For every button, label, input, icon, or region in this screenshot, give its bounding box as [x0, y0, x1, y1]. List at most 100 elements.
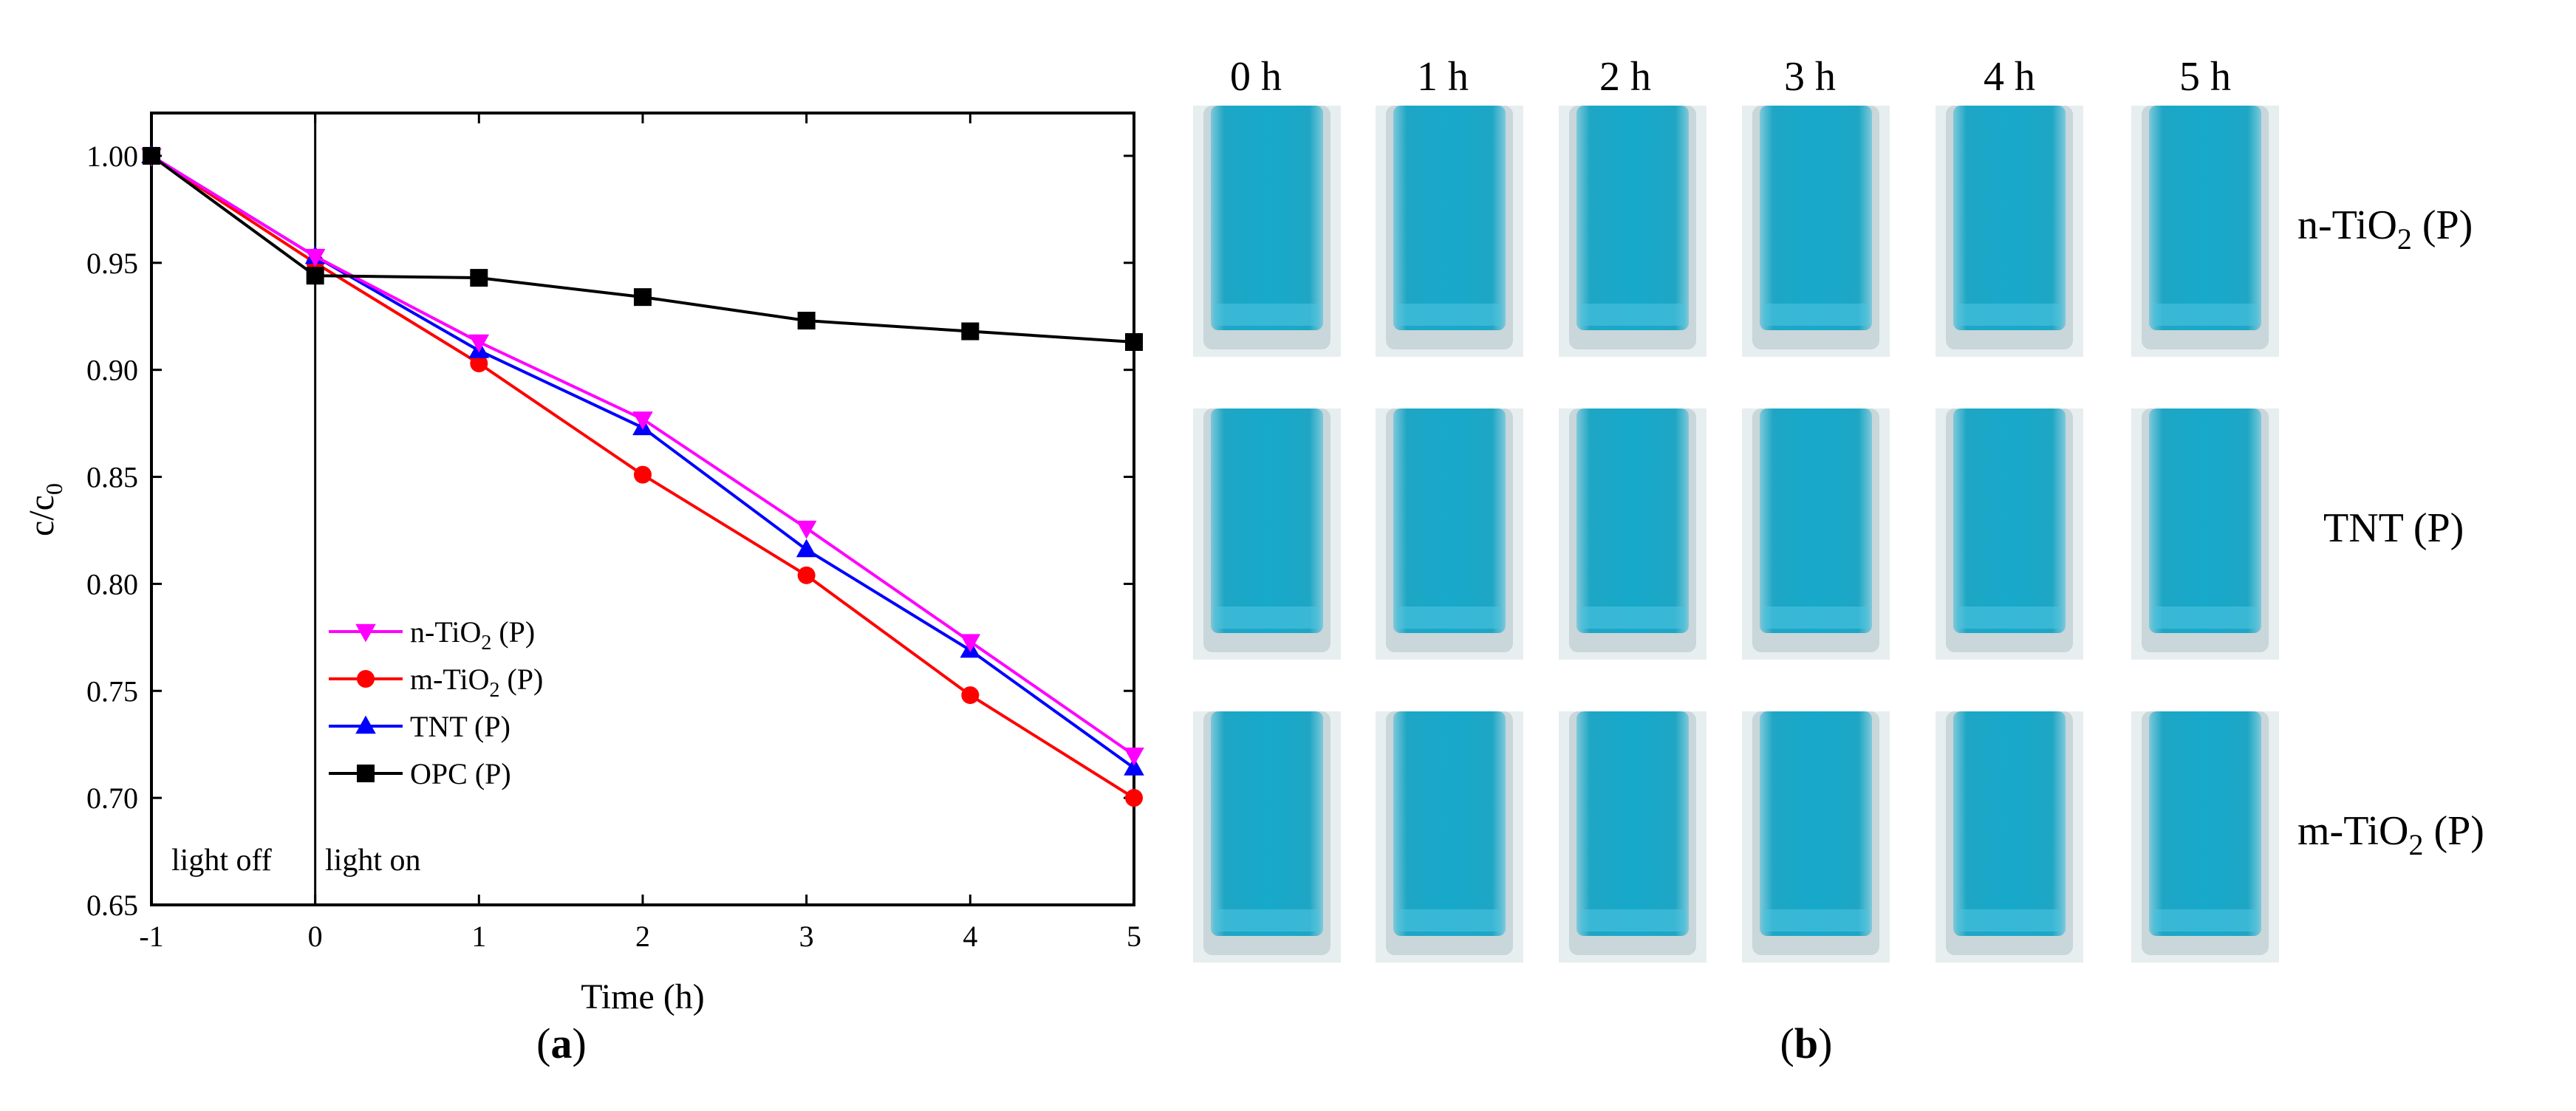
cuvette-photo [1193, 408, 1341, 660]
data-point [306, 267, 324, 285]
series-line [150, 154, 1135, 756]
y-tick-label: 0.80 [86, 567, 138, 601]
cuvette-liquid [1211, 711, 1323, 936]
series-m-tio [143, 146, 1143, 807]
cuvette-bottom [2153, 304, 2257, 326]
series-opc [143, 146, 1143, 352]
cuvette-bottom [1764, 909, 1868, 931]
cuvette-photo [1559, 711, 1706, 963]
data-point [470, 354, 488, 372]
cuvette-photo [1376, 106, 1523, 357]
data-point [1124, 747, 1144, 766]
cuvette-photo [1936, 408, 2083, 660]
data-point [960, 634, 981, 653]
cuvette-bottom [1581, 304, 1684, 326]
cuvette-bottom [1958, 304, 2061, 326]
y-tick-label: 0.75 [86, 674, 138, 708]
series-layer [141, 145, 1144, 807]
cuvette-bottom [1398, 606, 1501, 629]
data-point [634, 288, 652, 307]
y-axis-label-sub: 0 [41, 483, 67, 495]
data-point [961, 686, 980, 705]
cuvette-photo [1193, 106, 1341, 357]
cuvette-photo [1742, 408, 1890, 660]
cuvette-bottom [2153, 909, 2257, 931]
time-label: 2 h [1599, 54, 1651, 100]
cuvette-bottom [1581, 606, 1684, 629]
cuvette-photo [1376, 711, 1523, 963]
y-tick-label: 0.90 [86, 354, 138, 387]
y-tick-label: 0.95 [86, 247, 138, 280]
panel-label-b: (b) [1780, 1019, 1833, 1067]
x-tick-label: 2 [635, 920, 650, 953]
data-point [796, 539, 817, 558]
cuvette-bottom [2153, 606, 2257, 629]
data-point [143, 146, 160, 165]
legend-label: OPC (P) [410, 757, 511, 790]
cuvette-liquid [1393, 711, 1506, 936]
row-label: TNT (P) [2323, 505, 2464, 551]
cuvette-bottom [1764, 304, 1868, 326]
data-point [634, 465, 652, 484]
x-axis-label: Time (h) [581, 977, 705, 1016]
cuvette-liquid [1211, 106, 1323, 330]
y-axis-ticks: 0.65 0.70 0.75 0.80 0.85 0.90 0.95 1.00 [86, 140, 1134, 922]
cuvette-photo [1936, 711, 2083, 963]
x-tick-label: 4 [963, 920, 977, 953]
cuvette-liquid [1953, 106, 2066, 330]
cuvette-liquid [1953, 408, 2066, 633]
cuvette-liquid [2149, 711, 2261, 936]
legend-marker [355, 623, 376, 643]
series-tnt [141, 145, 1144, 776]
series-n-tio [141, 148, 1144, 766]
cuvette-bottom [1398, 909, 1501, 931]
data-point [961, 322, 980, 341]
x-tick-label: 0 [308, 920, 323, 953]
annotation-light-on: light on [325, 844, 421, 878]
cuvette-liquid [1211, 408, 1323, 633]
time-label: 5 h [2179, 54, 2231, 100]
cuvette-bottom [1958, 909, 2061, 931]
legend-item: n-TiO2 (P) [329, 615, 535, 654]
series-line [150, 154, 1135, 344]
cuvette-photo [2131, 408, 2279, 660]
cuvette-photo [1376, 408, 1523, 660]
cuvette-bottom [1215, 909, 1319, 931]
cuvette-liquid [1393, 106, 1506, 330]
legend-item: TNT (P) [329, 710, 510, 743]
cuvette-liquid [1576, 408, 1689, 633]
x-tick-label: 3 [799, 920, 814, 953]
data-point [632, 411, 653, 430]
time-label: 0 h [1230, 54, 1282, 100]
legend-item: OPC (P) [329, 757, 511, 790]
cuvette-photo [1936, 106, 2083, 357]
data-point [797, 312, 816, 330]
cuvette-photo [1742, 106, 1890, 357]
time-label: 1 h [1417, 54, 1469, 100]
legend: n-TiO2 (P) m-TiO2 (P) TNT (P) OPC (P) [329, 615, 543, 790]
cuvette-bottom [1958, 606, 2061, 629]
legend-marker [357, 670, 375, 688]
cuvette-liquid [1760, 408, 1872, 633]
time-label: 3 h [1784, 54, 1836, 100]
photo-panel: 0 h 1 h 2 h 3 h 4 h 5 h n-TiO2 (P) TNT (P) m-TiO… [1193, 54, 2484, 963]
cuvette-bottom [1215, 304, 1319, 326]
cuvette-bottom [1764, 606, 1868, 629]
plot-frame [150, 112, 1135, 906]
panel-label-a: (a) [536, 1019, 587, 1067]
row-label: n-TiO2 (P) [2297, 202, 2473, 256]
cuvette-liquid [1953, 711, 2066, 936]
cuvette-liquid [1760, 106, 1872, 330]
data-point [1125, 789, 1143, 807]
data-point [470, 269, 488, 287]
data-point [304, 248, 326, 267]
legend-label: n-TiO2 (P) [410, 615, 535, 654]
cuvette-bottom [1581, 909, 1684, 931]
row-label: m-TiO2 (P) [2297, 808, 2484, 861]
y-tick-label: 0.70 [86, 782, 138, 815]
annotation-light-off: light off [171, 844, 272, 878]
cuvette-photo [1193, 711, 1341, 963]
y-axis-label: c/c0 [22, 483, 67, 536]
x-tick-label: 1 [471, 920, 486, 953]
